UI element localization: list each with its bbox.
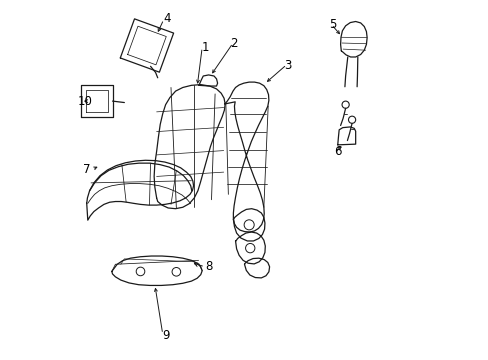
Text: 8: 8 <box>204 260 212 273</box>
Text: 6: 6 <box>333 145 341 158</box>
Text: 5: 5 <box>328 18 335 31</box>
Text: 2: 2 <box>229 37 237 50</box>
Text: 9: 9 <box>162 329 169 342</box>
Text: 10: 10 <box>77 95 92 108</box>
Text: 7: 7 <box>83 163 90 176</box>
Text: 1: 1 <box>201 41 208 54</box>
Text: 3: 3 <box>283 59 291 72</box>
Text: 4: 4 <box>163 12 171 25</box>
